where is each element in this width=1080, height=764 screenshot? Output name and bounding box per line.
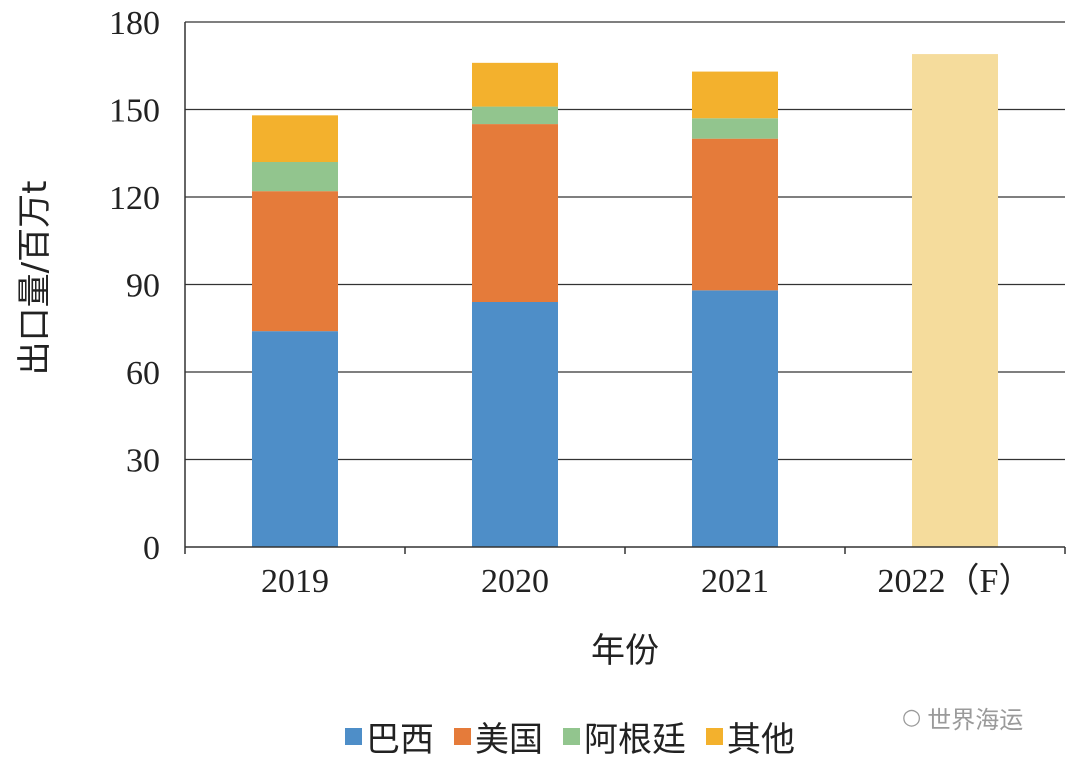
y-tick-label: 180 (109, 5, 160, 42)
bar-segment (692, 118, 778, 139)
bar-segment (692, 71, 778, 119)
x-tick-labels: 2019 2020 2021 2022（F） (261, 562, 1032, 600)
bars (252, 54, 998, 547)
y-tick-label: 30 (126, 443, 160, 480)
watermark-text: 世界海运 (927, 706, 1024, 734)
bar-segment (252, 162, 338, 192)
bar-segment (472, 124, 558, 302)
stacked-bar-chart: 0 30 60 90 120 150 180 2019 2020 2021 2022（F） 出口量… (15, 5, 1066, 671)
axes (184, 22, 1066, 554)
y-tick-label: 0 (143, 530, 160, 567)
legend-label: 美国 (475, 720, 543, 760)
legend-label: 其他 (727, 720, 795, 760)
legend-item-brazil: 巴西 (345, 712, 434, 761)
bar-segment (692, 138, 778, 291)
x-tick-label: 2022（F） (878, 562, 1033, 600)
x-tick-label: 2020 (481, 563, 549, 600)
y-tick-label: 150 (109, 93, 160, 130)
legend-swatch (345, 728, 362, 745)
bar-segment (472, 106, 558, 125)
y-tick-labels: 0 30 60 90 120 150 180 (109, 5, 160, 567)
wechat-icon: ○ (902, 705, 922, 730)
y-tick-label: 60 (126, 355, 160, 392)
legend-swatch (706, 728, 723, 745)
legend-label: 巴西 (366, 720, 434, 760)
legend-swatch (563, 728, 580, 745)
legend-label: 阿根廷 (584, 720, 686, 760)
x-tick-label: 2019 (261, 563, 329, 600)
bar-segment (252, 331, 338, 547)
watermark: ○ 世界海运 (902, 700, 1023, 735)
x-axis-title: 年份 (591, 631, 659, 671)
bar-segment (692, 290, 778, 547)
bar-forecast (912, 54, 998, 547)
y-axis-title: 出口量/百万t (15, 181, 55, 376)
bar-segment (252, 191, 338, 332)
legend-swatch (454, 728, 471, 745)
bar-segment (472, 62, 558, 107)
legend-item-argentina: 阿根廷 (563, 712, 686, 761)
bar-segment (252, 115, 338, 162)
legend-item-usa: 美国 (454, 712, 543, 761)
legend-item-other: 其他 (706, 712, 795, 761)
bar-segment (472, 302, 558, 547)
x-tick-label: 2021 (701, 563, 769, 600)
y-tick-label: 90 (126, 268, 160, 305)
legend: 巴西 美国 阿根廷 其他 (345, 712, 815, 761)
y-tick-label: 120 (109, 180, 160, 217)
